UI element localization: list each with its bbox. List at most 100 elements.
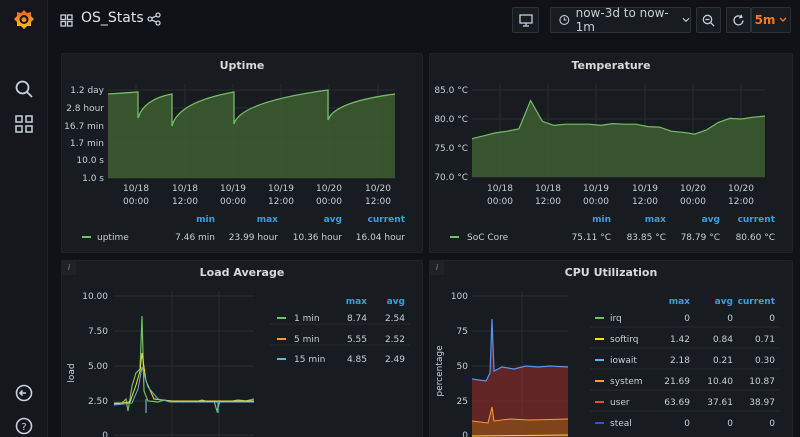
svg-text:10/20: 10/20 [728, 184, 754, 194]
legend-value: 0 [769, 419, 775, 429]
legend-series-name[interactable]: 5 min [294, 335, 320, 345]
y-tick: 80.0 °C [434, 115, 468, 125]
panel-title[interactable]: Load Average [199, 266, 285, 279]
y-tick: 1.7 min [70, 139, 104, 149]
svg-text:12:00: 12:00 [728, 197, 754, 207]
monitor-icon [518, 13, 533, 27]
x-tick: 10/19 00:00 [583, 184, 609, 207]
refresh-interval-picker[interactable]: 5m [751, 7, 791, 33]
help-icon[interactable]: ? [9, 411, 39, 437]
svg-text:10/20: 10/20 [365, 184, 391, 194]
legend-header-avg[interactable]: avg [702, 215, 720, 225]
clock-icon [559, 15, 570, 25]
legend-header-current[interactable]: current [738, 297, 776, 307]
chevron-down-icon [682, 17, 690, 23]
sidebar: ? [0, 0, 48, 437]
legend-series-name[interactable]: SoC Core [467, 233, 509, 243]
svg-text:10/19: 10/19 [220, 184, 246, 194]
y-axis-label: load [67, 363, 77, 382]
cpu-system-area [472, 407, 568, 437]
panel-title[interactable]: CPU Utilization [564, 266, 658, 279]
y-tick: 5.00 [88, 362, 108, 372]
legend-series-name[interactable]: irq [610, 314, 622, 324]
svg-text:10/18: 10/18 [487, 184, 513, 194]
legend-header-max[interactable]: max [257, 215, 278, 225]
legend-header-min[interactable]: min [592, 215, 611, 225]
legend-series-name[interactable]: steal [610, 419, 632, 429]
y-tick: 85.0 °C [434, 86, 468, 96]
chevron-down-icon [779, 17, 787, 22]
uptime-x-axis: 10/18 00:00 10/18 12:00 10/19 00:00 10/19 12… [123, 184, 391, 207]
legend-series-name[interactable]: user [610, 398, 630, 408]
x-tick: 10/20 12:00 [365, 184, 391, 207]
cpu-system-line [471, 406, 569, 424]
refresh-icon [733, 14, 744, 25]
y-tick: 70.0 °C [434, 173, 468, 183]
legend-header-current[interactable]: current [368, 215, 406, 225]
panel-temperature: Temperature 85.0 °C 80.0 °C 75.0 °C 70.0… [429, 53, 793, 253]
search-icon[interactable] [9, 74, 39, 104]
zoom-out-button[interactable] [696, 7, 721, 33]
legend-value: 7.46 min [175, 233, 215, 243]
legend-value: 63.69 [664, 398, 690, 408]
info-icon[interactable]: i [430, 261, 444, 275]
legend-value: 80.60 °C [736, 233, 775, 243]
temperature-chart[interactable]: 85.0 °C 80.0 °C 75.0 °C 70.0 °C 10/18 00:… [430, 54, 793, 253]
svg-text:10/18: 10/18 [123, 184, 149, 194]
y-axis-label: percentage [435, 345, 445, 397]
sign-out-icon[interactable] [9, 378, 39, 408]
y-tick: 100 [451, 292, 468, 302]
share-icon[interactable] [147, 11, 161, 30]
legend-value: 10.36 hour [293, 233, 343, 243]
time-picker-button[interactable]: now-3d to now-1m [550, 6, 691, 34]
legend-value: 2.49 [385, 355, 405, 365]
legend-value: 2.54 [385, 314, 405, 324]
svg-text:10/18: 10/18 [535, 184, 561, 194]
uptime-series-area [108, 90, 395, 178]
svg-text:12:00: 12:00 [268, 197, 294, 207]
legend-series-name[interactable]: softirq [610, 335, 639, 345]
uptime-chart[interactable]: 1.2 day 2.8 hour 16.7 min 1.7 min 10.0 s… [62, 54, 423, 253]
tv-mode-button[interactable] [512, 7, 539, 33]
y-tick: 50 [457, 362, 469, 372]
panel-title[interactable]: Uptime [219, 59, 265, 72]
panel-title[interactable]: Temperature [571, 59, 651, 72]
legend-value: 0.71 [755, 335, 775, 345]
legend-series-name[interactable]: 1 min [294, 314, 320, 324]
svg-text:00:00: 00:00 [316, 197, 342, 207]
svg-text:10/19: 10/19 [268, 184, 294, 194]
legend-header-avg[interactable]: avg [387, 297, 405, 307]
legend-series-name[interactable]: system [610, 377, 643, 387]
x-tick: 10/18 12:00 [172, 184, 198, 207]
dashboard-title[interactable]: OS_Stats [81, 10, 144, 26]
legend-value: 8.74 [347, 314, 367, 324]
legend-header-avg[interactable]: avg [715, 297, 733, 307]
panel-uptime: Uptime 1.2 day 2.8 hour 16.7 min 1.7 min… [61, 53, 423, 253]
dashboards-icon[interactable] [9, 109, 39, 139]
load-legend: max avg 1 min 8.74 2.54 5 min 5.55 2.52 … [269, 297, 410, 365]
legend-header-avg[interactable]: avg [324, 215, 342, 225]
legend-value: 37.61 [707, 398, 733, 408]
legend-header-current[interactable]: current [738, 215, 776, 225]
load-chart[interactable]: load 10.00 7.50 5.00 2.50 0 max avg 1 mi… [62, 261, 423, 437]
grafana-logo-icon[interactable] [9, 5, 39, 35]
legend-value: 0 [769, 314, 775, 324]
x-tick: 10/20 12:00 [728, 184, 754, 207]
y-tick: 75.0 °C [434, 144, 468, 154]
refresh-button[interactable] [726, 7, 751, 33]
legend-series-name[interactable]: iowait [610, 356, 637, 366]
y-tick: 10.0 s [76, 156, 104, 166]
cpu-chart[interactable]: percentage 100 75 50 25 0 max avg curren… [430, 261, 793, 437]
time-range-label: now-3d to now-1m [575, 6, 669, 34]
legend-header-max[interactable]: max [346, 297, 367, 307]
legend-header-min[interactable]: min [196, 215, 215, 225]
legend-series-name[interactable]: uptime [97, 233, 129, 243]
uptime-legend: min max avg current uptime 7.46 min 23.9… [82, 215, 406, 243]
legend-header-max[interactable]: max [645, 215, 666, 225]
x-tick: 10/20 00:00 [680, 184, 706, 207]
info-icon[interactable]: i [62, 261, 76, 275]
legend-series-name[interactable]: 15 min [294, 355, 325, 365]
svg-text:?: ? [21, 422, 26, 433]
svg-text:12:00: 12:00 [365, 197, 391, 207]
legend-header-max[interactable]: max [669, 297, 690, 307]
